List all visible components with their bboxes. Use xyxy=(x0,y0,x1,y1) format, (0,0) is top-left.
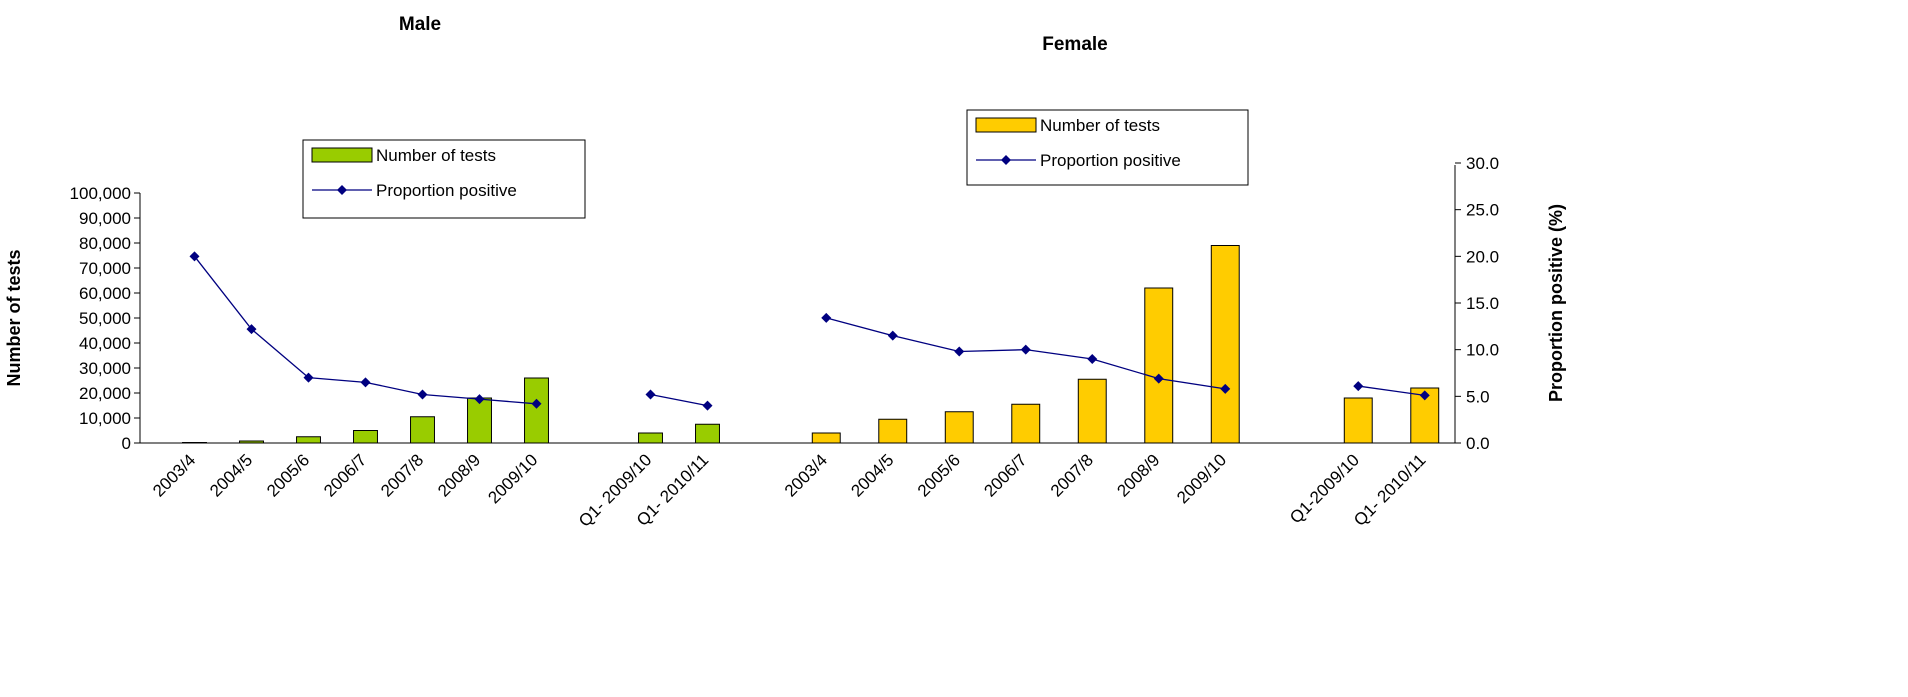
x-tick-label: Q1- 2010/11 xyxy=(1350,450,1429,529)
marker xyxy=(474,394,485,405)
y-tick-label: 80,000 xyxy=(79,234,131,253)
x-tick-label: 2009/10 xyxy=(1173,450,1230,507)
marker xyxy=(1220,383,1231,394)
marker xyxy=(531,398,542,409)
bar xyxy=(467,397,492,444)
bar xyxy=(1011,403,1041,444)
bar xyxy=(695,423,720,444)
y-tick-label: 10,000 xyxy=(79,409,131,428)
legend-marker xyxy=(1001,155,1011,165)
x-tick-label: 2006/7 xyxy=(320,450,370,500)
y2-tick-label: 5.0 xyxy=(1466,387,1490,406)
y2-tick-label: 15.0 xyxy=(1466,294,1499,313)
x-tick-label: 2004/5 xyxy=(847,450,897,500)
y-tick-label: 20,000 xyxy=(79,384,131,403)
y-tick-label: 50,000 xyxy=(79,309,131,328)
y-tick-label: 70,000 xyxy=(79,259,131,278)
bar xyxy=(944,411,974,444)
bar xyxy=(410,416,435,444)
bar xyxy=(353,430,378,444)
y-tick-label: 30,000 xyxy=(79,359,131,378)
x-tick-label: 2005/6 xyxy=(263,450,313,500)
x-tick-label: 2007/8 xyxy=(377,450,427,500)
y-tick-label: 60,000 xyxy=(79,284,131,303)
marker xyxy=(954,346,965,357)
marker xyxy=(1153,373,1164,384)
marker xyxy=(1020,344,1031,355)
x-tick-label: 2008/9 xyxy=(434,450,484,500)
bar xyxy=(182,442,207,444)
marker xyxy=(189,251,200,262)
chart-title: Male xyxy=(399,14,441,35)
legend-label: Proportion positive xyxy=(1040,151,1181,170)
y2-tick-label: 25.0 xyxy=(1466,201,1499,220)
y2-tick-label: 20.0 xyxy=(1466,247,1499,266)
marker xyxy=(246,324,257,335)
line xyxy=(1358,385,1425,397)
x-tick-label: 2008/9 xyxy=(1113,450,1163,500)
x-tick-label: 2004/5 xyxy=(206,450,256,500)
legend-swatch xyxy=(975,117,1037,133)
marker xyxy=(887,330,898,341)
bar xyxy=(1077,378,1107,444)
y-tick-label: 100,000 xyxy=(70,184,131,203)
bar xyxy=(811,432,841,444)
legend xyxy=(966,109,1249,186)
y-tick-label: 0 xyxy=(122,434,131,453)
line xyxy=(650,393,708,407)
legend-label: Proportion positive xyxy=(376,181,517,200)
marker xyxy=(821,312,832,323)
legend-swatch xyxy=(311,147,373,163)
y2-tick-label: 30.0 xyxy=(1466,154,1499,173)
y2-tick-label: 0.0 xyxy=(1466,434,1490,453)
marker xyxy=(303,372,314,383)
marker xyxy=(702,400,713,411)
marker xyxy=(1353,381,1364,392)
legend-marker xyxy=(337,185,347,195)
bar xyxy=(239,440,264,444)
marker xyxy=(360,377,371,388)
marker xyxy=(645,389,656,400)
x-tick-label: 2007/8 xyxy=(1047,450,1097,500)
x-tick-label: 2009/10 xyxy=(484,450,541,507)
y-axis-label: Number of tests xyxy=(4,249,24,386)
bar xyxy=(1144,287,1174,444)
x-tick-label: 2003/4 xyxy=(149,450,199,500)
bar xyxy=(1343,397,1373,444)
bar xyxy=(296,436,321,444)
y-tick-label: 40,000 xyxy=(79,334,131,353)
y-tick-label: 90,000 xyxy=(79,209,131,228)
marker xyxy=(1087,354,1098,364)
y2-axis-label: Proportion positive (%) xyxy=(1546,204,1566,402)
legend-label: Number of tests xyxy=(376,146,496,165)
bar xyxy=(524,377,549,444)
marker xyxy=(417,389,428,400)
bar xyxy=(878,418,908,444)
legend-label: Number of tests xyxy=(1040,116,1160,135)
x-tick-label: 2003/4 xyxy=(781,450,831,500)
marker xyxy=(1419,390,1430,401)
bar xyxy=(638,432,663,444)
y2-tick-label: 10.0 xyxy=(1466,341,1499,360)
x-tick-label: 2006/7 xyxy=(980,450,1030,500)
chart-title: Female xyxy=(1042,34,1107,55)
bar xyxy=(1210,245,1240,444)
x-tick-label: 2005/6 xyxy=(914,450,964,500)
